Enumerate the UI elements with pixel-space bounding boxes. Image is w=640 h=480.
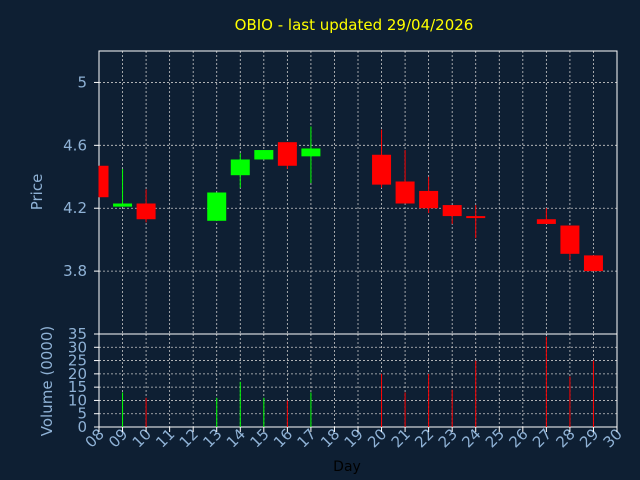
x-tick-label: 25 bbox=[482, 425, 508, 451]
candle-body bbox=[113, 203, 133, 207]
price-panel: 3.8 4.2 4.6 5 bbox=[63, 50, 618, 335]
price-tick-label: 4.2 bbox=[63, 199, 87, 217]
x-tick-label: 26 bbox=[505, 425, 531, 451]
chart-title: OBIO - last updated 29/04/2026 bbox=[235, 16, 474, 34]
x-tick-label: 11 bbox=[152, 425, 178, 451]
candle-body bbox=[230, 159, 250, 176]
candle-body bbox=[395, 181, 415, 204]
candle-body bbox=[301, 148, 321, 157]
candle-body bbox=[372, 154, 392, 185]
price-tick-label: 3.8 bbox=[63, 262, 87, 280]
volume-panel: 0809101112131415161718192021222324252627… bbox=[68, 325, 626, 451]
candle-body bbox=[136, 203, 156, 220]
x-tick-label: 14 bbox=[223, 425, 249, 451]
candle-body bbox=[466, 216, 486, 219]
candle-body bbox=[99, 165, 109, 198]
x-tick-label: 18 bbox=[317, 425, 343, 451]
price-axis-label: Price bbox=[28, 174, 46, 211]
candle-body bbox=[536, 219, 556, 224]
x-tick-label: 17 bbox=[294, 425, 320, 451]
x-tick-label: 30 bbox=[600, 425, 626, 451]
x-tick-label: 13 bbox=[199, 425, 225, 451]
volume-tick-label: 20 bbox=[68, 365, 87, 383]
x-tick-label: 16 bbox=[270, 425, 296, 451]
volume-tick-label: 30 bbox=[68, 338, 87, 356]
candle-body bbox=[254, 150, 274, 160]
x-tick-label: 20 bbox=[364, 425, 390, 451]
candle-body bbox=[583, 255, 603, 272]
candle-body bbox=[207, 192, 227, 221]
volume-tick-label: 0 bbox=[77, 418, 87, 436]
x-tick-label: 12 bbox=[176, 425, 202, 451]
volume-axis-label: Volume (0000) bbox=[38, 326, 56, 436]
volume-tick-label: 35 bbox=[68, 325, 87, 343]
volume-tick-label: 10 bbox=[68, 391, 87, 409]
x-tick-label: 24 bbox=[458, 425, 484, 451]
candle-body bbox=[560, 225, 580, 254]
candle-body bbox=[419, 190, 439, 209]
volume-frame bbox=[98, 333, 618, 428]
x-tick-label: 23 bbox=[435, 425, 461, 451]
x-axis-label: Day bbox=[333, 459, 361, 475]
volume-tick-label: 5 bbox=[77, 405, 87, 423]
x-tick-label: 29 bbox=[576, 425, 602, 451]
x-tick-label: 22 bbox=[411, 425, 437, 451]
x-tick-label: 15 bbox=[246, 425, 272, 451]
volume-tick-label: 25 bbox=[68, 352, 87, 370]
x-tick-label: 21 bbox=[388, 425, 414, 451]
candle-body bbox=[442, 205, 462, 217]
price-tick-label: 4.6 bbox=[63, 136, 87, 154]
price-tick-label: 5 bbox=[77, 73, 87, 91]
x-tick-label: 28 bbox=[553, 425, 579, 451]
x-tick-label: 09 bbox=[105, 425, 131, 451]
candle-body bbox=[277, 142, 297, 166]
x-tick-label: 27 bbox=[529, 425, 555, 451]
x-tick-label: 10 bbox=[129, 425, 155, 451]
volume-tick-label: 15 bbox=[68, 378, 87, 396]
x-tick-label: 19 bbox=[341, 425, 367, 451]
